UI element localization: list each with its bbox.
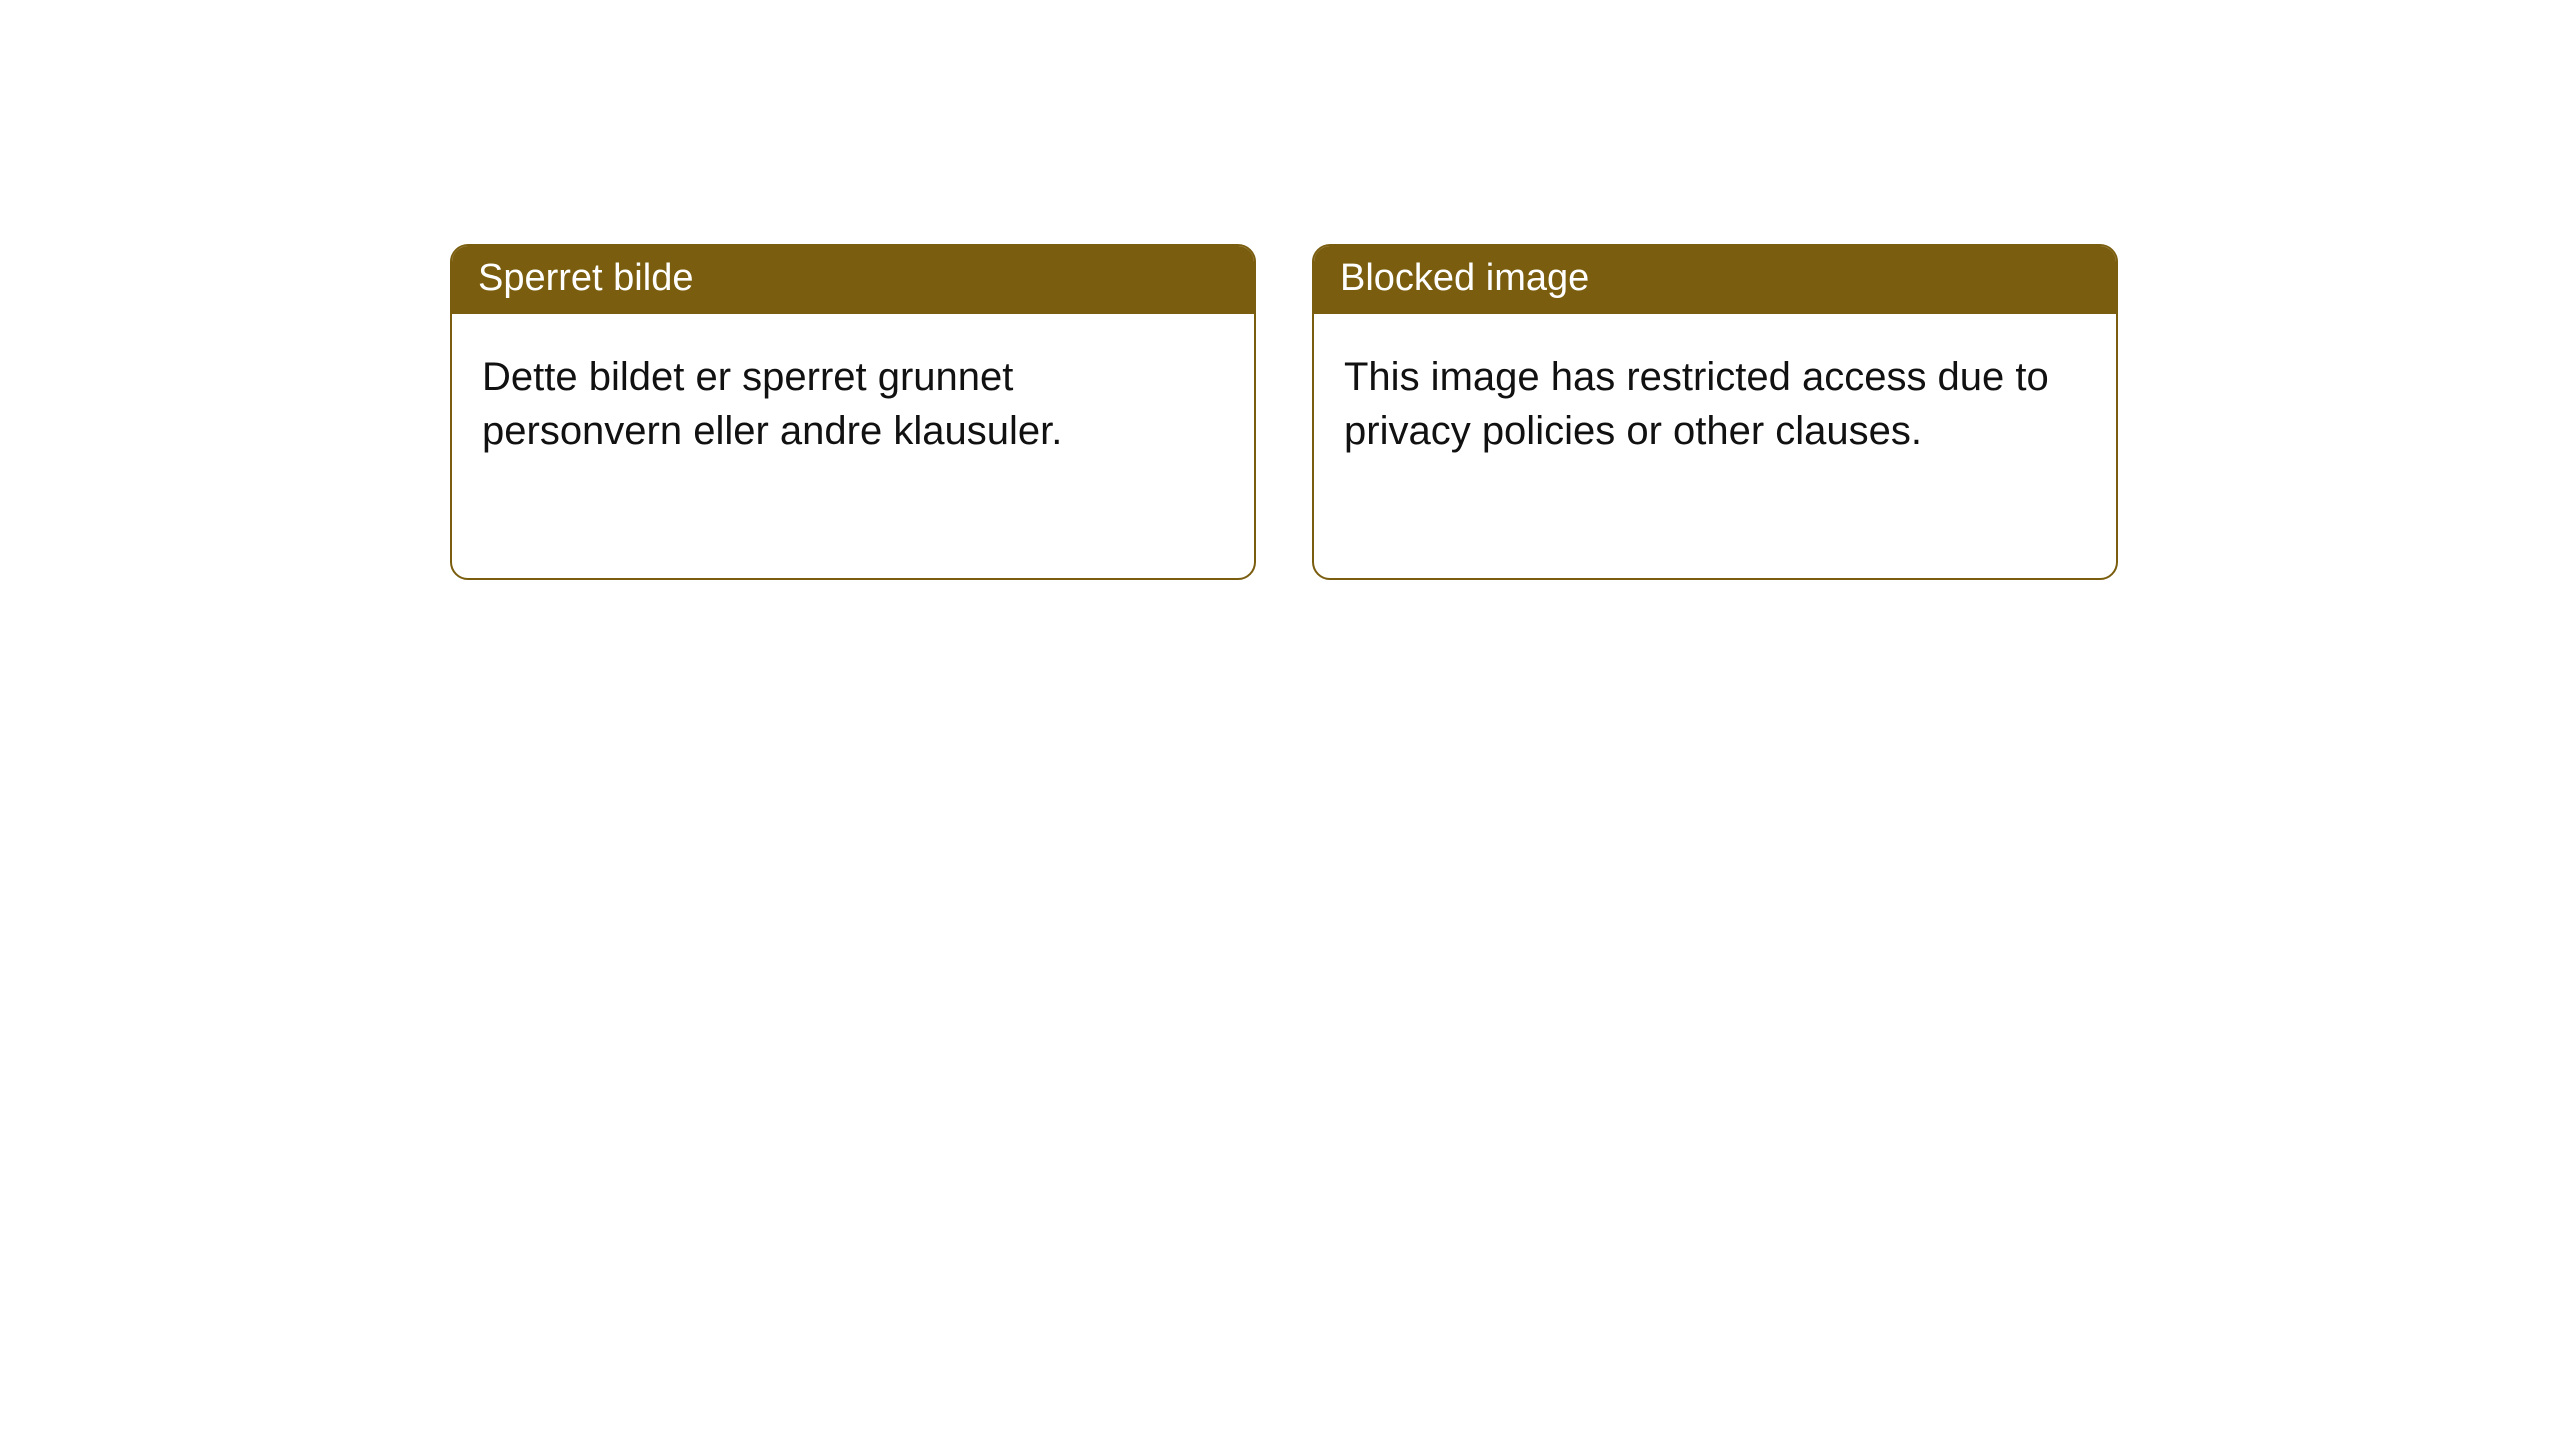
notice-title: Sperret bilde: [452, 246, 1254, 314]
notice-box-norwegian: Sperret bilde Dette bildet er sperret gr…: [450, 244, 1256, 580]
notices-container: Sperret bilde Dette bildet er sperret gr…: [0, 0, 2560, 580]
notice-title: Blocked image: [1314, 246, 2116, 314]
notice-body: Dette bildet er sperret grunnet personve…: [452, 314, 1254, 478]
notice-box-english: Blocked image This image has restricted …: [1312, 244, 2118, 580]
notice-body: This image has restricted access due to …: [1314, 314, 2116, 478]
